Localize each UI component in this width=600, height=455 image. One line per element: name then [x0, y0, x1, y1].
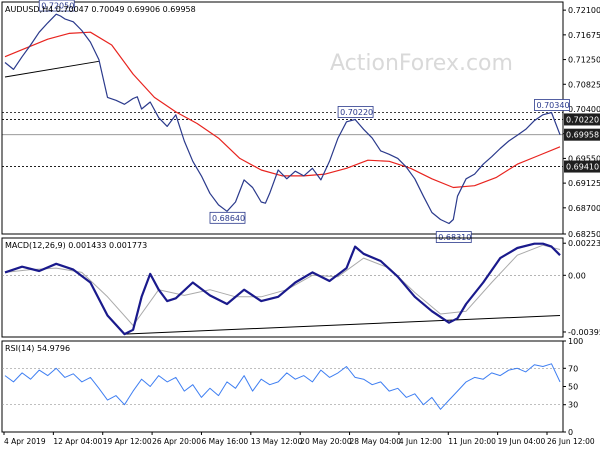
rsi-ytick-label-3: 30	[568, 401, 578, 410]
price-annotation-3: 0.68640	[212, 214, 245, 223]
price-ytick-label-0: 0.72100	[568, 6, 600, 15]
price-trendline	[4, 60, 100, 78]
price-annotation-1: 0.70220	[340, 108, 373, 117]
price-ytick-label-8: 0.68700	[568, 204, 600, 213]
xtick-label-9: 11 Jun 20:00	[448, 437, 496, 446]
price-label-2: 0.69410	[566, 163, 599, 172]
price-label-box-1	[564, 128, 600, 141]
price-label-0: 0.70220	[566, 115, 599, 124]
xtick-label-7: 28 May 04:00	[350, 437, 402, 446]
xtick-label-11: 26 Jun 12:00	[547, 437, 595, 446]
price-ytick-label-7: 0.69125	[568, 179, 600, 188]
price-label-box-0	[564, 113, 600, 126]
macd-panel-frame	[1, 237, 564, 338]
rsi-ytick-label-0: 100	[568, 337, 583, 346]
rsi-ytick-label-2: 50	[568, 383, 578, 392]
rsi-title: RSI(14) 54.9796	[5, 344, 70, 353]
price-ytick-label-4: 0.70400	[568, 105, 600, 114]
macd-ytick-label-0: 0.002237	[568, 239, 600, 248]
price-label-box-2	[564, 160, 600, 173]
price-annotation-box-2	[534, 99, 570, 111]
price-ytick-label-3: 0.70825	[568, 80, 600, 89]
price-annotation-box-3	[209, 211, 246, 224]
rsi-ytick-label-4: 0	[568, 428, 573, 437]
xtick-label-10: 19 Jun 04:00	[498, 437, 546, 446]
price-title: AUDUSD,H4 0.70047 0.70049 0.69906 0.6995…	[5, 5, 196, 14]
price-ytick-label-2: 0.71250	[568, 56, 600, 65]
price-label-1: 0.69958	[566, 131, 599, 140]
macd-trendline	[124, 314, 561, 335]
price-annotation-box-1	[337, 106, 374, 118]
price-annotation-box-4	[435, 231, 472, 243]
watermark: ActionForex.com	[330, 51, 513, 76]
xtick-label-1: 12 Apr 04:00	[53, 437, 102, 446]
xtick-label-8: 4 Jun 12:00	[399, 437, 442, 446]
rsi-panel-frame	[1, 340, 564, 433]
macd-ytick-label-1: 0.00	[568, 271, 586, 280]
price-ytick-label-6: 0.69550	[568, 154, 600, 163]
price-annotation-0: 0.72050	[41, 2, 74, 11]
xtick-label-6: 20 May 20:00	[300, 437, 352, 446]
xtick-label-3: 26 Apr 20:00	[152, 437, 201, 446]
price-panel-frame	[1, 1, 564, 235]
macd-series-0	[4, 242, 561, 336]
macd-series-1	[4, 244, 561, 326]
price-ytick-label-9: 0.68250	[568, 230, 600, 239]
price-series-1	[4, 31, 561, 189]
price-annotation-2: 0.70340	[536, 101, 569, 110]
xtick-label-5: 13 May 12:00	[251, 437, 303, 446]
price-annotation-box-0	[38, 0, 75, 12]
xtick-label-2: 19 Apr 12:00	[103, 437, 152, 446]
price-series-0	[4, 13, 561, 225]
macd-ytick-label-2: -0.00395	[568, 328, 600, 337]
xtick-label-0: 4 Apr 2019	[4, 437, 46, 446]
rsi-series-0	[4, 363, 561, 410]
price-ytick-label-1: 0.71675	[568, 31, 600, 40]
macd-title: MACD(12,26,9) 0.001433 0.001773	[5, 241, 147, 250]
rsi-ytick-label-1: 70	[568, 364, 578, 373]
xtick-label-4: 6 May 16:00	[201, 437, 248, 446]
